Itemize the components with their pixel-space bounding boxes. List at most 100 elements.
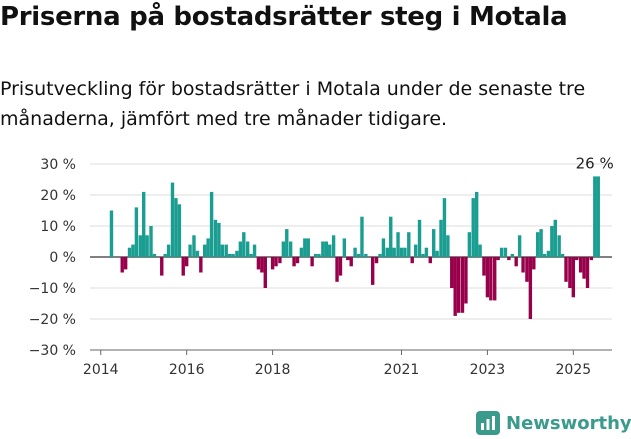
bar [582,257,586,279]
x-tick-label: 2021 [384,362,420,378]
bar [281,241,286,257]
bar [360,216,364,257]
bar [220,244,225,257]
bar [199,257,203,273]
bar [163,253,167,257]
bar [353,247,357,257]
bar [517,235,522,257]
bar [192,235,196,257]
axes: 30 % 20 % 10 % 0 % −10 % −20 % −30 % 2014 2016 20… [29,157,612,378]
bar [417,219,422,257]
bar [331,235,336,257]
y-tick-label: 20 % [40,188,76,204]
bar [127,247,132,257]
bar [389,216,393,257]
bar [303,238,307,257]
bar [292,257,296,267]
bar [392,247,396,257]
bar [493,257,497,301]
bar [131,244,135,257]
bar [328,244,332,257]
bar [560,253,565,257]
bar [557,235,561,257]
y-tick-label: 0 % [49,250,76,266]
bar [371,257,375,285]
bar [589,257,594,261]
bar [203,244,207,257]
bar [575,257,579,261]
bar [295,257,300,264]
bar [521,257,525,273]
bar [410,257,414,264]
bar [399,247,404,257]
bar [120,257,124,273]
bar [535,232,540,257]
bar [478,244,482,257]
bar [285,229,289,257]
bar [364,253,368,257]
bar [299,247,304,257]
chart-subtitle: Prisutveckling för bostadsrätter i Motal… [0,78,586,130]
bar [571,257,576,298]
bar [278,257,282,264]
bar [195,250,200,257]
bar [539,229,543,257]
bar [209,191,214,257]
bar [324,241,328,257]
bar [188,244,192,257]
bar [413,244,418,257]
bar [374,257,379,264]
bar [342,238,347,257]
bar [489,257,493,301]
bar [174,198,178,257]
bar [349,257,353,267]
x-tick-label: 2018 [255,362,291,378]
bar [542,253,547,257]
bar [446,235,450,257]
y-tick-label: −30 % [29,343,76,359]
bar [593,176,597,257]
bar [456,257,461,313]
x-tick-label: 2014 [83,362,119,378]
bar [499,247,504,257]
bar [442,198,447,257]
bar [453,257,457,316]
bar [123,257,128,270]
bar [317,253,321,257]
bar [181,257,185,276]
bar [385,247,389,257]
brand-name: Newsworthy [506,412,631,434]
bar [450,257,454,288]
bar [152,253,157,257]
bar [485,257,490,298]
x-tick-label: 2023 [470,362,506,378]
bar [356,253,361,257]
chart-title: Priserna på bostadsrätter steg i Motala [0,2,568,32]
bar [134,207,139,257]
bar [503,247,508,257]
x-tick-label: 2016 [169,362,205,378]
bar [224,244,228,257]
bar [381,238,386,257]
bar [460,257,465,313]
bar [170,182,175,257]
bar [184,257,189,267]
newsworthy-brand[interactable]: Newsworthy [476,408,631,438]
bar [482,257,486,276]
bar [213,219,218,257]
bar [217,222,221,257]
bar [138,235,142,257]
bar-chart: 30 % 20 % 10 % 0 % −10 % −20 % −30 % 2014 2016 20… [29,154,614,378]
y-tick-label: −10 % [29,281,76,297]
bar [428,257,432,264]
bar [235,250,239,257]
bar [514,257,518,267]
bar [528,257,533,319]
bar [335,257,339,282]
bar [288,241,293,257]
y-tick-label: 10 % [40,219,76,235]
bar [439,219,443,257]
bar [149,226,153,257]
bar [346,257,350,261]
bar [206,238,210,257]
